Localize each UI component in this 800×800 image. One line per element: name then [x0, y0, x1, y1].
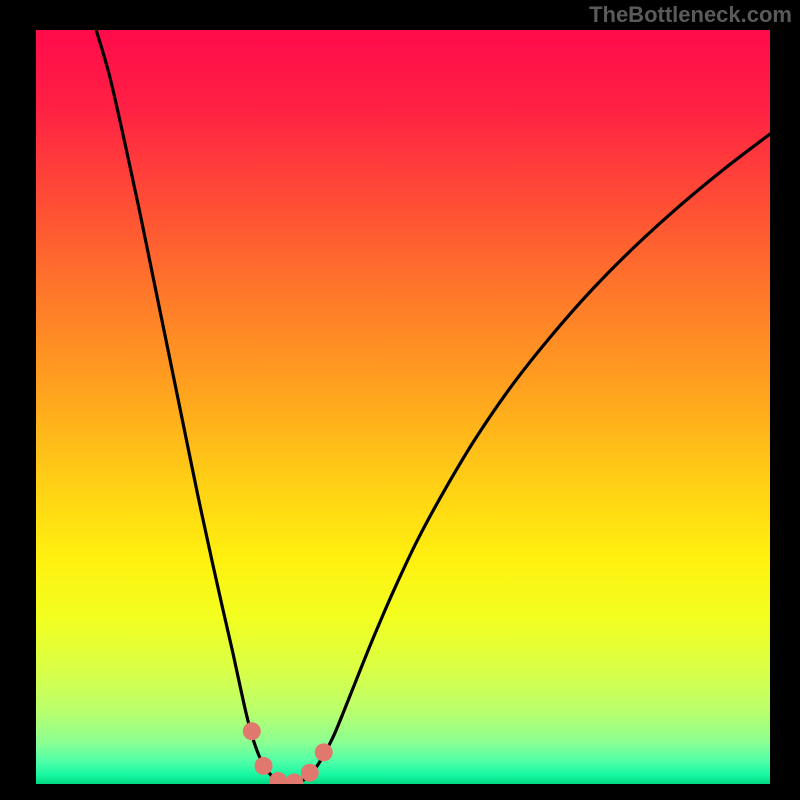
chart-svg: [36, 30, 770, 784]
watermark-text: TheBottleneck.com: [589, 2, 792, 28]
data-marker: [243, 722, 261, 740]
data-marker: [301, 764, 319, 782]
data-marker: [315, 743, 333, 761]
bottleneck-curve: [96, 30, 770, 784]
plot-area: [36, 30, 770, 784]
data-marker: [285, 773, 303, 784]
data-marker: [255, 757, 273, 775]
